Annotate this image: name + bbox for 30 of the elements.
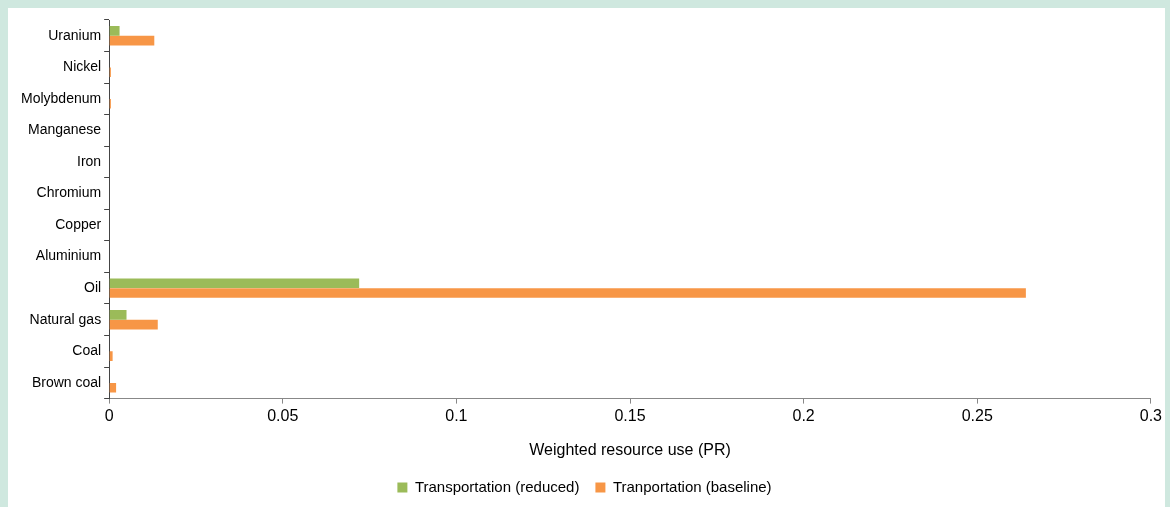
y-tick-label: Nickel xyxy=(63,58,102,75)
x-tick-label: 0.05 xyxy=(267,406,299,424)
y-tick-label: Iron xyxy=(77,152,102,169)
bar xyxy=(109,351,113,361)
bar xyxy=(109,310,127,320)
x-tick-label: 0.25 xyxy=(961,406,993,424)
bar xyxy=(109,26,120,36)
x-tick-label: 0.1 xyxy=(445,406,468,424)
y-tick-label: Molybdenum xyxy=(21,89,102,106)
bar xyxy=(109,278,360,289)
y-tick-label: Chromium xyxy=(36,184,102,201)
bar xyxy=(109,319,158,330)
x-tick-label: 0.15 xyxy=(614,406,646,424)
bar xyxy=(109,288,1026,298)
y-tick-label: Manganese xyxy=(27,121,102,138)
y-tick-label: Oil xyxy=(84,279,102,296)
y-tick-label: Coal xyxy=(72,342,102,359)
x-tick-label: 0.3 xyxy=(1139,406,1163,424)
y-tick-label: Uranium xyxy=(48,26,102,43)
bar xyxy=(109,35,155,46)
y-tick-label: Aluminium xyxy=(35,247,102,264)
legend-label: Tranportation (baseline) xyxy=(612,477,772,495)
y-tick-label: Copper xyxy=(55,215,102,232)
bar xyxy=(109,382,117,393)
x-axis-title: Weighted resource use (PR) xyxy=(529,440,731,458)
y-tick-label: Natural gas xyxy=(29,310,102,327)
x-tick-label: 0 xyxy=(104,406,114,424)
legend-label: Transportation (reduced) xyxy=(414,477,580,495)
x-tick-label: 0.2 xyxy=(792,406,815,424)
y-tick-label: Brown coal xyxy=(31,373,102,390)
